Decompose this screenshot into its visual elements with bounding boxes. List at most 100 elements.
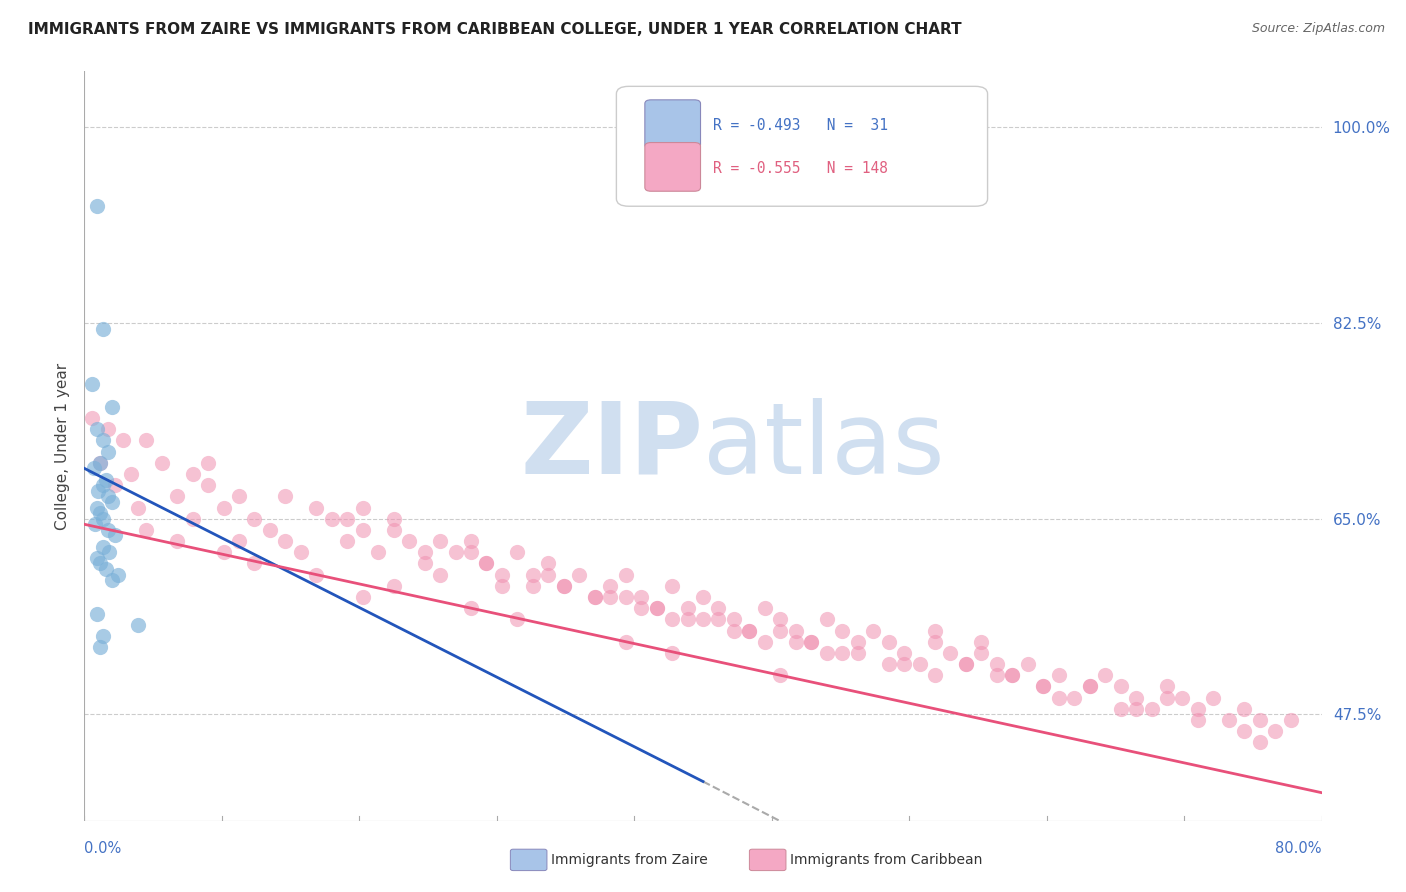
Point: [661, 579, 683, 593]
Point: [692, 612, 714, 626]
Point: [89, 456, 111, 470]
Point: [599, 590, 621, 604]
Point: [259, 523, 281, 537]
Point: [583, 590, 606, 604]
Point: [815, 612, 838, 626]
Point: [877, 657, 900, 671]
Point: [82, 411, 104, 425]
Point: [738, 624, 761, 638]
Point: [1264, 724, 1286, 739]
Point: [89, 557, 111, 571]
Point: [475, 557, 498, 571]
Point: [82, 377, 104, 392]
Point: [1233, 724, 1256, 739]
Point: [1017, 657, 1039, 671]
Point: [1187, 713, 1209, 727]
Point: [460, 545, 482, 559]
Point: [87, 483, 110, 498]
Point: [877, 634, 900, 648]
Point: [955, 657, 977, 671]
Point: [939, 646, 962, 660]
Point: [101, 573, 124, 587]
Point: [553, 579, 575, 593]
Point: [707, 601, 730, 615]
Point: [127, 500, 149, 515]
Point: [1001, 668, 1024, 682]
Point: [831, 624, 853, 638]
Point: [120, 467, 142, 481]
Point: [429, 534, 451, 549]
Point: [104, 478, 127, 492]
Point: [1279, 713, 1302, 727]
Point: [89, 456, 111, 470]
Point: [135, 523, 157, 537]
FancyBboxPatch shape: [645, 100, 700, 149]
Point: [413, 545, 436, 559]
Point: [305, 500, 328, 515]
Point: [1249, 735, 1271, 749]
Point: [846, 634, 869, 648]
Point: [1202, 690, 1225, 705]
Point: [352, 590, 374, 604]
Point: [91, 511, 114, 525]
Point: [429, 567, 451, 582]
Point: [460, 534, 482, 549]
Point: [645, 601, 668, 615]
Point: [274, 489, 297, 503]
FancyBboxPatch shape: [616, 87, 987, 206]
Point: [1125, 702, 1147, 716]
Point: [101, 400, 124, 414]
Point: [537, 557, 560, 571]
Point: [382, 579, 405, 593]
Point: [336, 511, 359, 525]
Text: 80.0%: 80.0%: [1275, 841, 1322, 855]
Point: [583, 590, 606, 604]
Point: [127, 618, 149, 632]
Point: [104, 528, 127, 542]
Point: [228, 534, 250, 549]
Point: [197, 478, 219, 492]
Point: [305, 567, 328, 582]
Point: [723, 612, 745, 626]
Point: [1140, 702, 1163, 716]
Point: [86, 422, 108, 436]
Point: [955, 657, 977, 671]
Point: [661, 646, 683, 660]
Point: [91, 321, 114, 335]
Point: [924, 634, 946, 648]
Point: [908, 657, 931, 671]
Point: [1001, 668, 1024, 682]
Point: [862, 624, 884, 638]
Point: [754, 634, 776, 648]
Point: [1171, 690, 1194, 705]
Point: [1218, 713, 1240, 727]
Point: [1078, 680, 1101, 694]
Text: R = -0.555   N = 148: R = -0.555 N = 148: [713, 161, 889, 177]
Point: [181, 511, 204, 525]
FancyBboxPatch shape: [645, 143, 700, 191]
Point: [212, 500, 235, 515]
Point: [1109, 702, 1132, 716]
Point: [769, 624, 792, 638]
Point: [893, 657, 915, 671]
Point: [352, 500, 374, 515]
Point: [924, 668, 946, 682]
Point: [94, 562, 117, 576]
Point: [506, 545, 529, 559]
Point: [831, 646, 853, 660]
Point: [89, 506, 111, 520]
Point: [1187, 702, 1209, 716]
Point: [1078, 680, 1101, 694]
Point: [1125, 690, 1147, 705]
Point: [91, 434, 114, 448]
Point: [537, 567, 560, 582]
Point: [107, 567, 129, 582]
Point: [96, 489, 118, 503]
Point: [367, 545, 389, 559]
Point: [135, 434, 157, 448]
Point: [150, 456, 173, 470]
Point: [1094, 668, 1116, 682]
Point: [645, 601, 668, 615]
Point: [491, 579, 513, 593]
Point: [197, 456, 219, 470]
